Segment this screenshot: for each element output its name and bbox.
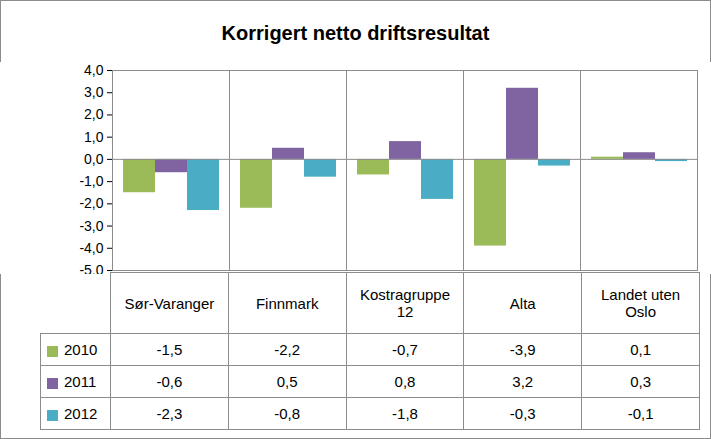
- html-text:-0,6: -0,6: [156, 373, 183, 390]
- html-text:2012: 2012: [64, 405, 98, 422]
- html-text:-1,5: -1,5: [156, 341, 183, 358]
- html-text:-1,8: -1,8: [392, 405, 418, 422]
- html-text:0,3: 0,3: [630, 373, 651, 390]
- html-text:-0,3: -0,3: [509, 405, 536, 422]
- html-text:Landet uten Oslo: Landet uten Oslo: [601, 286, 681, 320]
- svg-text:3,0: 3,0: [84, 84, 104, 100]
- html-text:0,1: 0,1: [630, 341, 651, 358]
- html-text:2011: 2011: [64, 373, 97, 390]
- html-text:3,2: 3,2: [512, 373, 534, 390]
- html-text:Alta: Alta: [509, 294, 536, 312]
- html-text:0,8: 0,8: [394, 373, 416, 390]
- html-text:-2,2: -2,2: [274, 341, 301, 358]
- svg-text:-4,0: -4,0: [79, 240, 103, 256]
- html-text:-3,9: -3,9: [509, 341, 536, 358]
- html-text:-0,8: -0,8: [274, 405, 301, 422]
- svg-text:4,0: 4,0: [84, 62, 104, 78]
- svg-text:-2,0: -2,0: [79, 195, 103, 211]
- svg-text:-5,0: -5,0: [79, 262, 103, 274]
- html-text:2010: 2010: [64, 341, 98, 358]
- html-text:-0,7: -0,7: [392, 341, 418, 358]
- html-text:-0,1: -0,1: [627, 405, 654, 422]
- svg-text:-1,0: -1,0: [79, 173, 103, 189]
- html-text:Kostragruppe 12: Kostragruppe 12: [360, 286, 450, 320]
- html-text:Korrigert netto driftsresultat: Korrigert netto driftsresultat: [221, 22, 490, 44]
- svg-text:-3,0: -3,0: [79, 218, 103, 234]
- svg-text:1,0: 1,0: [84, 129, 104, 145]
- svg-text:0,0: 0,0: [84, 151, 104, 167]
- html-text:Finnmark: Finnmark: [255, 294, 319, 312]
- svg-text:2,0: 2,0: [84, 106, 104, 122]
- html-text:Sør-Varanger: Sør-Varanger: [124, 294, 215, 312]
- html-text:0,5: 0,5: [276, 373, 298, 390]
- html-text:-2,3: -2,3: [156, 405, 183, 422]
